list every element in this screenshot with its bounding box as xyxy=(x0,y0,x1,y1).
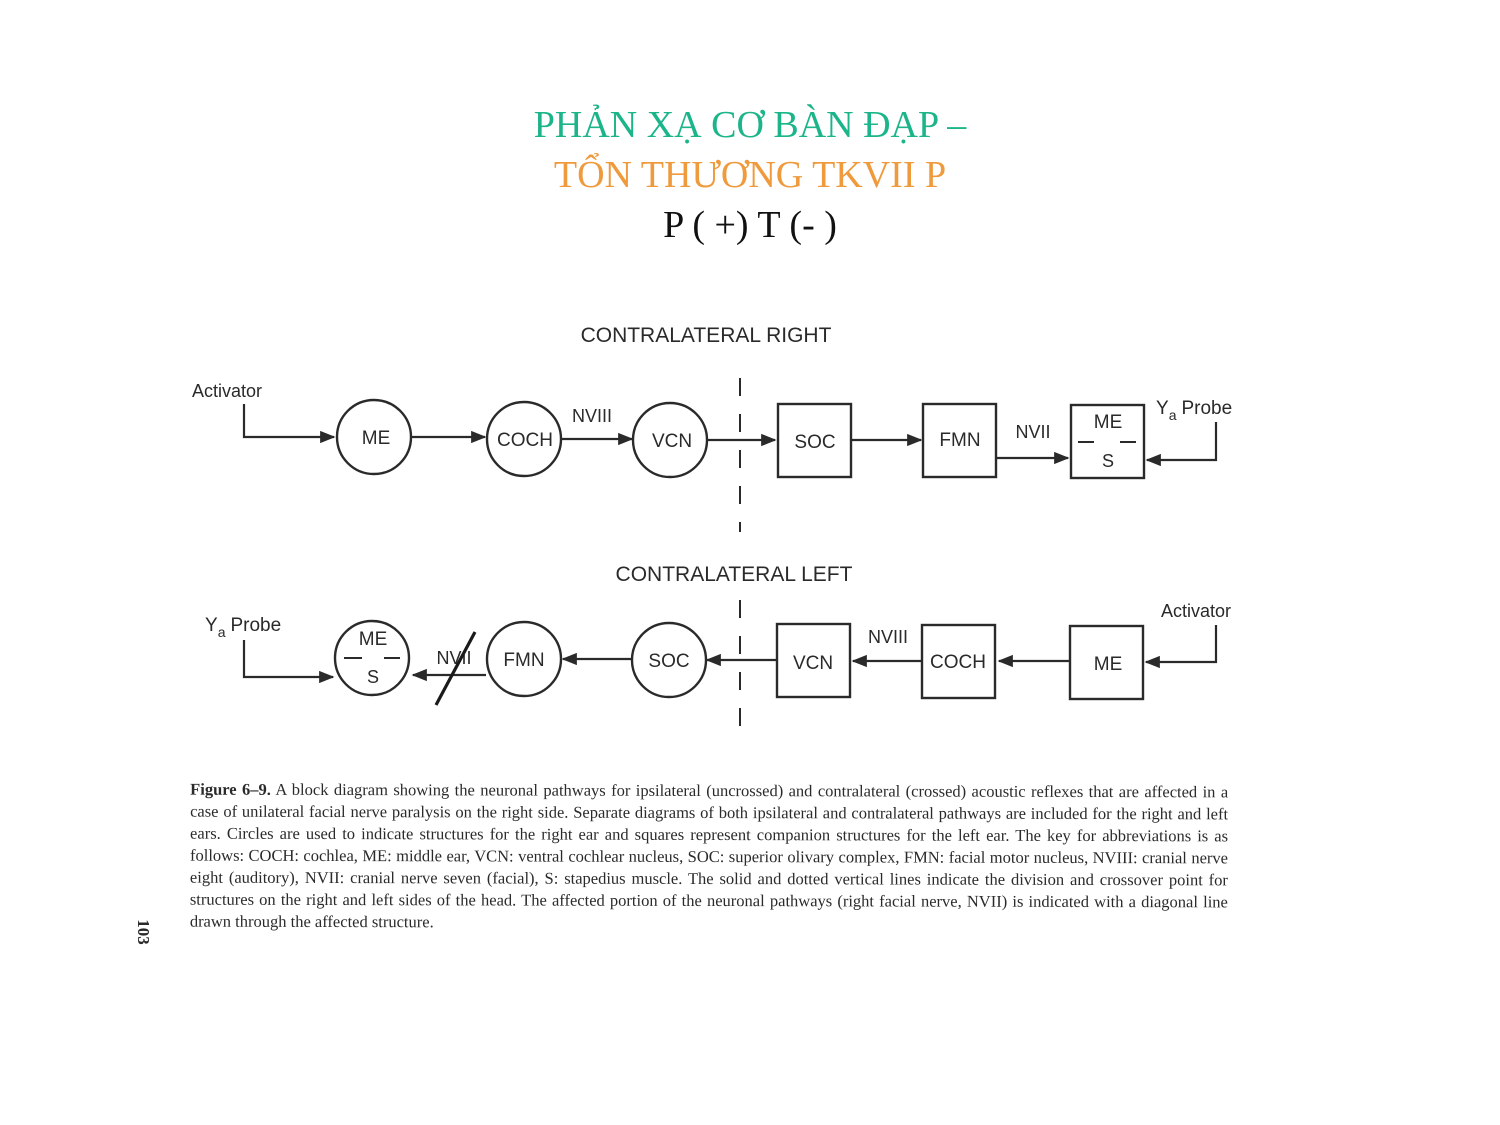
left-coch-label: COCH xyxy=(930,652,986,673)
left-probe-arrow xyxy=(242,640,335,684)
left-coch-node: COCH xyxy=(920,623,997,700)
right-diagram: CONTRALATERAL RIGHT Activator ME COCH NV… xyxy=(192,324,1232,480)
right-probe-label: Ya Probe xyxy=(1156,398,1232,423)
left-nviii-label: NVIII xyxy=(868,627,908,647)
right-coch-node: COCH xyxy=(485,400,563,478)
right-mes-bottom-label: S xyxy=(1102,451,1114,471)
left-heading: CONTRALATERAL LEFT xyxy=(616,563,853,586)
left-vcn-label: VCN xyxy=(793,653,833,674)
right-fmn-node: FMN xyxy=(921,402,998,479)
right-coch-label: COCH xyxy=(497,430,553,451)
right-mes-node: ME S xyxy=(1069,403,1146,480)
right-activator-label: Activator xyxy=(192,381,262,401)
left-me-label: ME xyxy=(1094,654,1123,675)
figure-caption-text: A block diagram showing the neuronal pat… xyxy=(189,779,1229,932)
right-vcn-label: VCN xyxy=(652,431,692,452)
left-soc-node: SOC xyxy=(630,621,708,699)
right-soc-label: SOC xyxy=(794,432,835,453)
left-me-node: ME xyxy=(1068,624,1145,701)
left-fmn-node: FMN xyxy=(485,620,563,698)
right-soc-node: SOC xyxy=(776,402,853,479)
left-soc-label: SOC xyxy=(648,651,689,672)
right-activator-arrow xyxy=(242,404,336,444)
right-vcn-node: VCN xyxy=(631,401,709,479)
page-number: 103 xyxy=(133,919,153,945)
left-activator-arrow xyxy=(1144,625,1218,669)
left-probe-label: Ya Probe xyxy=(205,615,281,640)
right-nvii-label: NVII xyxy=(1015,422,1050,442)
left-mes-node: ME S xyxy=(333,619,411,697)
left-fmn-label: FMN xyxy=(503,650,544,671)
lesion-strike-line xyxy=(434,631,477,706)
right-me-label: ME xyxy=(362,428,391,449)
right-me-node: ME xyxy=(335,398,413,476)
right-nviii-label: NVIII xyxy=(572,406,612,426)
right-mes-top-label: ME xyxy=(1094,412,1123,433)
right-heading: CONTRALATERAL RIGHT xyxy=(581,324,832,347)
left-mes-top-label: ME xyxy=(359,629,388,650)
title-line-1: PHẢN XẠ CƠ BÀN ĐẠP – xyxy=(533,104,967,146)
left-activator-label: Activator xyxy=(1161,601,1231,621)
title-line-3: P ( +) T (- ) xyxy=(663,204,837,246)
right-fmn-label: FMN xyxy=(939,430,980,451)
slide-title: PHẢN XẠ CƠ BÀN ĐẠP – TỔN THƯƠNG TKVII P … xyxy=(0,100,1500,250)
left-mes-bottom-label: S xyxy=(367,667,379,687)
left-diagram: CONTRALATERAL LEFT Activator ME COCH NVI… xyxy=(205,563,1231,706)
left-vcn-node: VCN xyxy=(775,622,852,699)
figure-caption: Figure 6–9. A block diagram showing the … xyxy=(190,779,1228,936)
figure-label: Figure 6–9. xyxy=(190,779,271,799)
right-probe-arrow xyxy=(1145,422,1218,467)
title-line-2: TỔN THƯƠNG TKVII P xyxy=(553,154,947,196)
